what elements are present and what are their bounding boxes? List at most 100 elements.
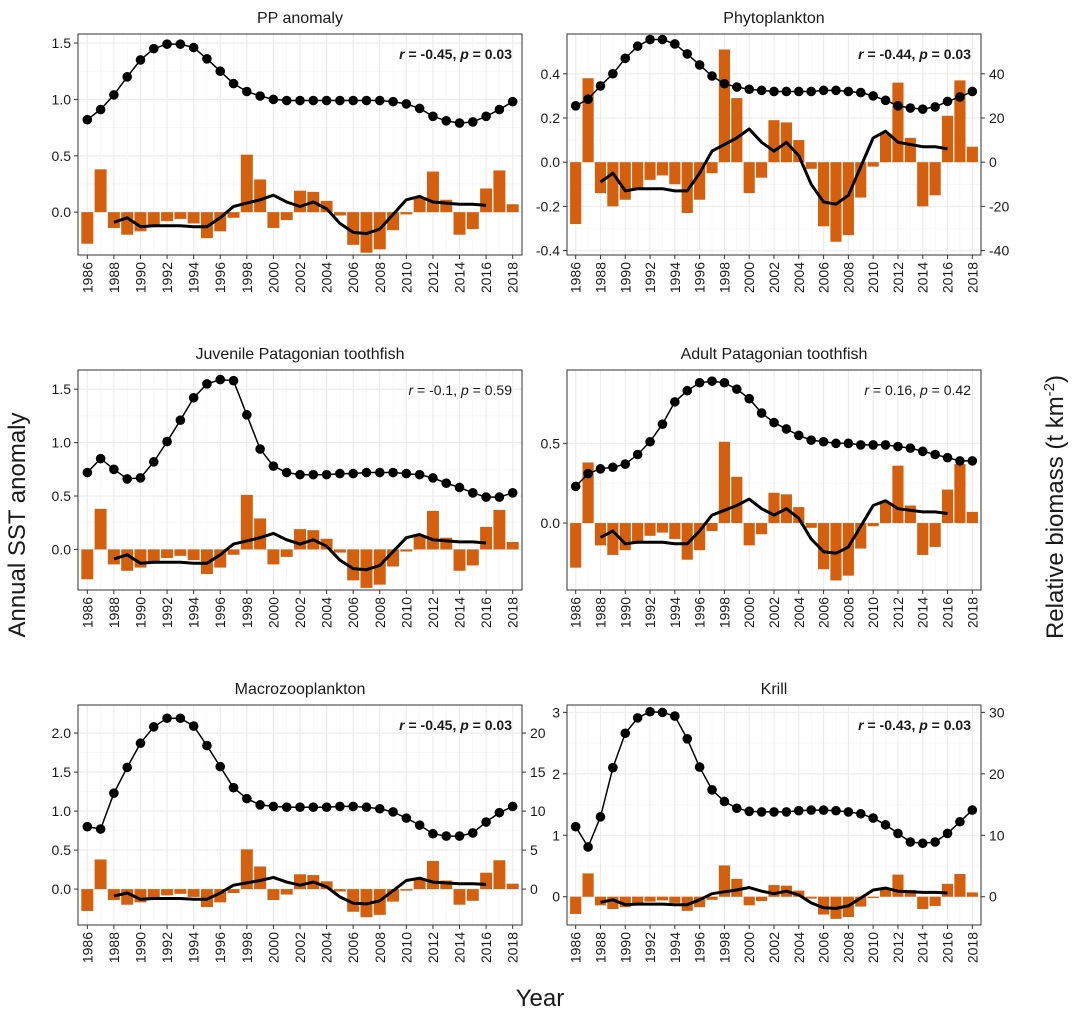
biomass-point — [806, 435, 816, 445]
x-tick-label: 2004 — [319, 597, 335, 628]
biomass-point — [967, 805, 978, 815]
y-tick-label: 1.5 — [52, 381, 72, 397]
sst-bar — [387, 889, 400, 902]
sst-bar — [466, 889, 479, 901]
sst-bar — [879, 502, 892, 524]
x-tick-label: 2006 — [345, 597, 361, 628]
biomass-point — [645, 34, 655, 45]
biomass-point — [855, 808, 866, 819]
annotation-part: p — [918, 717, 928, 733]
biomass-point — [942, 828, 953, 839]
biomass-point — [608, 462, 618, 473]
biomass-point — [645, 706, 655, 717]
x-tick-label: 2000 — [741, 262, 757, 293]
sst-bar — [805, 523, 817, 528]
y-right-tick-label: 10 — [530, 803, 546, 819]
biomass-point — [707, 785, 717, 795]
x-tick-label: 2018 — [964, 262, 980, 293]
biomass-point — [414, 103, 425, 114]
x-tick-label: 2002 — [292, 932, 308, 963]
sst-bar — [347, 889, 360, 912]
y-tick-label: 1.0 — [52, 803, 72, 819]
sst-bar — [426, 861, 439, 890]
sst-bar — [607, 523, 619, 555]
biomass-point — [880, 440, 891, 450]
correlation-annotation: r = -0.44, p = 0.03 — [858, 46, 971, 62]
sst-bar — [280, 889, 293, 895]
x-tick-label: 1996 — [692, 597, 708, 628]
x-tick-label: 1994 — [186, 262, 202, 293]
sst-bar — [718, 865, 730, 897]
x-tick-label: 1994 — [186, 597, 202, 628]
x-tick-label: 2004 — [791, 932, 807, 963]
sst-bar — [134, 549, 147, 568]
x-tick-label: 2000 — [741, 597, 757, 628]
x-tick-label: 2002 — [292, 597, 308, 628]
biomass-point — [818, 805, 829, 815]
biomass-point — [732, 384, 742, 394]
x-tick-label: 2000 — [265, 262, 281, 293]
biomass-point — [632, 449, 643, 460]
x-tick-label: 1992 — [159, 932, 175, 963]
correlation-annotation: r = -0.1, p = 0.59 — [408, 382, 512, 398]
y-tick-label: 2.0 — [52, 725, 72, 741]
x-tick-label: 1996 — [212, 932, 228, 963]
x-tick-label: 2014 — [452, 932, 468, 963]
sst-bar — [818, 896, 830, 915]
y-tick-label: 0.0 — [541, 515, 561, 531]
biomass-point — [468, 488, 478, 498]
biomass-point — [135, 738, 146, 749]
biomass-point — [831, 85, 841, 96]
biomass-point — [942, 96, 953, 107]
x-tick-label: 2012 — [890, 597, 906, 628]
panel-title: Krill — [761, 681, 788, 698]
sst-bar — [867, 896, 879, 898]
x-tick-label: 2012 — [425, 932, 441, 963]
annotation-part: = -0.44, — [864, 46, 920, 62]
annotation-part: = 0.03 — [469, 717, 512, 733]
biomass-point — [893, 101, 903, 111]
sst-bar — [294, 874, 306, 890]
sst-bar — [493, 860, 506, 890]
sst-bar — [400, 889, 413, 891]
x-tick-label: 2018 — [964, 597, 980, 628]
x-tick-label: 2016 — [940, 262, 956, 293]
x-tick-label: 2016 — [478, 597, 494, 628]
x-tick-label: 1992 — [159, 262, 175, 293]
biomass-point — [793, 805, 804, 816]
biomass-point — [348, 95, 358, 106]
sst-bar — [867, 162, 879, 167]
sst-bar — [147, 212, 160, 226]
x-tick-label: 1998 — [716, 262, 732, 293]
panel-1: 0.0 0.5 1.0 1.5 1986 1988 1990 1992 1994 1996 1998… — [52, 10, 523, 293]
sst-bar — [267, 212, 280, 228]
biomass-point — [481, 111, 491, 122]
y-tick-label: 0.5 — [52, 148, 72, 164]
biomass-point — [930, 837, 940, 847]
annotation-part: p — [460, 382, 469, 398]
biomass-point — [242, 410, 252, 420]
x-tick-label: 2000 — [741, 932, 757, 963]
biomass-point — [818, 436, 829, 447]
sst-bar — [267, 549, 280, 565]
biomass-point — [175, 713, 186, 724]
y-tick-label: 0.4 — [541, 66, 561, 82]
y-tick-label: 0.5 — [541, 435, 561, 451]
biomass-point — [348, 801, 358, 812]
biomass-point — [228, 78, 239, 89]
sst-bar — [743, 896, 755, 906]
biomass-point — [855, 87, 866, 98]
sst-bar — [373, 212, 386, 250]
biomass-point — [162, 436, 172, 447]
x-tick-label: 1998 — [716, 597, 732, 628]
biomass-point — [719, 796, 730, 807]
biomass-point — [308, 95, 319, 106]
x-tick-label: 1990 — [133, 262, 149, 293]
biomass-point — [905, 837, 916, 847]
sst-bar — [768, 120, 780, 163]
biomass-point — [781, 807, 792, 817]
biomass-point — [281, 802, 292, 812]
biomass-point — [955, 92, 965, 102]
sst-bar — [966, 511, 978, 524]
biomass-point — [268, 801, 279, 812]
